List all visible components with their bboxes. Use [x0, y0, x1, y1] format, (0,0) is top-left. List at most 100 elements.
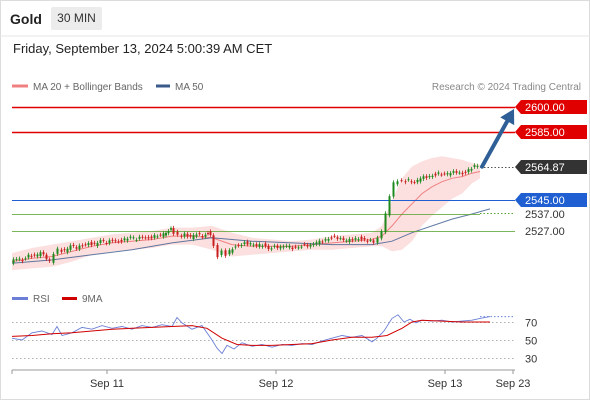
candle-body — [380, 231, 383, 239]
candle-body — [413, 182, 416, 184]
support-1-label: 2537.00 — [525, 209, 565, 221]
chart-header: Gold 30 MIN — [0, 0, 590, 36]
support-2-label-text: 2527.00 — [525, 226, 565, 238]
candle-body — [318, 240, 321, 245]
candle-body — [336, 237, 339, 239]
candle-body — [327, 239, 330, 241]
ma20-legend-swatch — [12, 84, 28, 88]
candle-body — [216, 245, 219, 258]
candle-body — [306, 245, 309, 247]
candle-body — [69, 245, 72, 250]
last-price-label-text: 2564.87 — [525, 162, 565, 174]
candle-body — [264, 243, 267, 247]
candle-body — [357, 239, 360, 241]
candle-body — [24, 258, 27, 260]
candle-body — [345, 240, 348, 242]
price-candles — [12, 163, 479, 266]
candle-body — [252, 244, 255, 246]
projection-arrow — [480, 109, 515, 169]
candle-body — [81, 245, 84, 247]
price-levels — [12, 106, 515, 232]
candle-body — [36, 254, 39, 257]
candle-body — [404, 181, 407, 183]
candle-body — [366, 240, 369, 242]
candle-body — [461, 172, 464, 175]
candle-body — [443, 173, 446, 175]
candle-body — [192, 235, 195, 239]
main-legend: MA 20 + Bollinger Bands MA 50 Research ©… — [12, 82, 581, 93]
candle-body — [425, 176, 428, 178]
candle-body — [282, 246, 285, 248]
candle-body — [42, 252, 45, 255]
candle-body — [342, 238, 345, 240]
bollinger-bands — [12, 156, 480, 271]
candle-body — [243, 242, 246, 245]
candle-body — [315, 242, 318, 245]
last-price-label-tag — [515, 160, 587, 174]
candle-body — [240, 245, 243, 247]
candle-body — [339, 238, 342, 240]
projection-arrow-shaft — [480, 119, 510, 169]
level-labels: 2600.00 2585.00 2564.87 2545.00 2537.00 2527.… — [515, 100, 587, 238]
candle-body — [384, 213, 387, 233]
candle-body — [388, 196, 391, 216]
ma50-legend-swatch — [156, 84, 170, 88]
candle-body — [207, 233, 209, 235]
candle-body — [189, 235, 192, 237]
candle-body — [396, 181, 399, 185]
candle-body — [348, 239, 351, 242]
resistance-2-label-tag — [515, 100, 587, 114]
candle-body — [452, 171, 455, 173]
candle-body — [99, 240, 102, 243]
projection-arrow-head — [500, 109, 515, 126]
candle-body — [123, 238, 126, 241]
candle-body — [303, 244, 306, 246]
candle-body — [273, 245, 276, 247]
candle-body — [449, 173, 452, 176]
candle-body — [407, 179, 410, 181]
candle-body — [392, 182, 395, 197]
rsi-legend-swatch — [12, 297, 28, 300]
candle-body — [15, 259, 18, 261]
candle-body — [285, 245, 288, 247]
candle-body — [312, 244, 315, 246]
instrument-title: Gold — [10, 11, 42, 27]
candle-body — [108, 240, 111, 244]
resistance-1-label-tag — [515, 125, 587, 139]
resistance-2-label: 2600.00 — [515, 100, 587, 114]
candle-body — [224, 250, 227, 256]
candle-body — [297, 247, 300, 249]
moving-averages — [11, 171, 491, 264]
candle-body — [204, 234, 207, 237]
candle-body — [72, 244, 75, 246]
candle-body — [93, 242, 96, 244]
candle-body — [33, 254, 36, 256]
candle-body — [372, 240, 375, 243]
candle-body — [167, 231, 170, 234]
candle-body — [476, 165, 479, 167]
candle-body — [422, 176, 425, 179]
candle-body — [156, 236, 159, 238]
candle-body — [172, 228, 175, 234]
candle-body — [363, 238, 366, 240]
candle-body — [416, 179, 419, 183]
candle-body — [360, 236, 363, 240]
candle-body — [234, 246, 237, 248]
candle-body — [144, 237, 147, 239]
candle-body — [52, 253, 55, 263]
candle-body — [237, 245, 240, 247]
timeframe-button[interactable]: 30 MIN — [51, 7, 102, 30]
candle-body — [228, 250, 231, 255]
candle-body — [434, 173, 437, 176]
candle-body — [150, 236, 153, 239]
candle-body — [84, 244, 87, 246]
candle-body — [48, 259, 51, 261]
candle-body — [147, 237, 150, 239]
candle-body — [63, 249, 66, 251]
candle-body — [309, 244, 312, 247]
candle-body — [135, 239, 138, 241]
ma9-legend-swatch — [62, 297, 77, 300]
candle-body — [270, 248, 273, 250]
ma20-legend-label: MA 20 + Bollinger Bands — [33, 82, 143, 93]
